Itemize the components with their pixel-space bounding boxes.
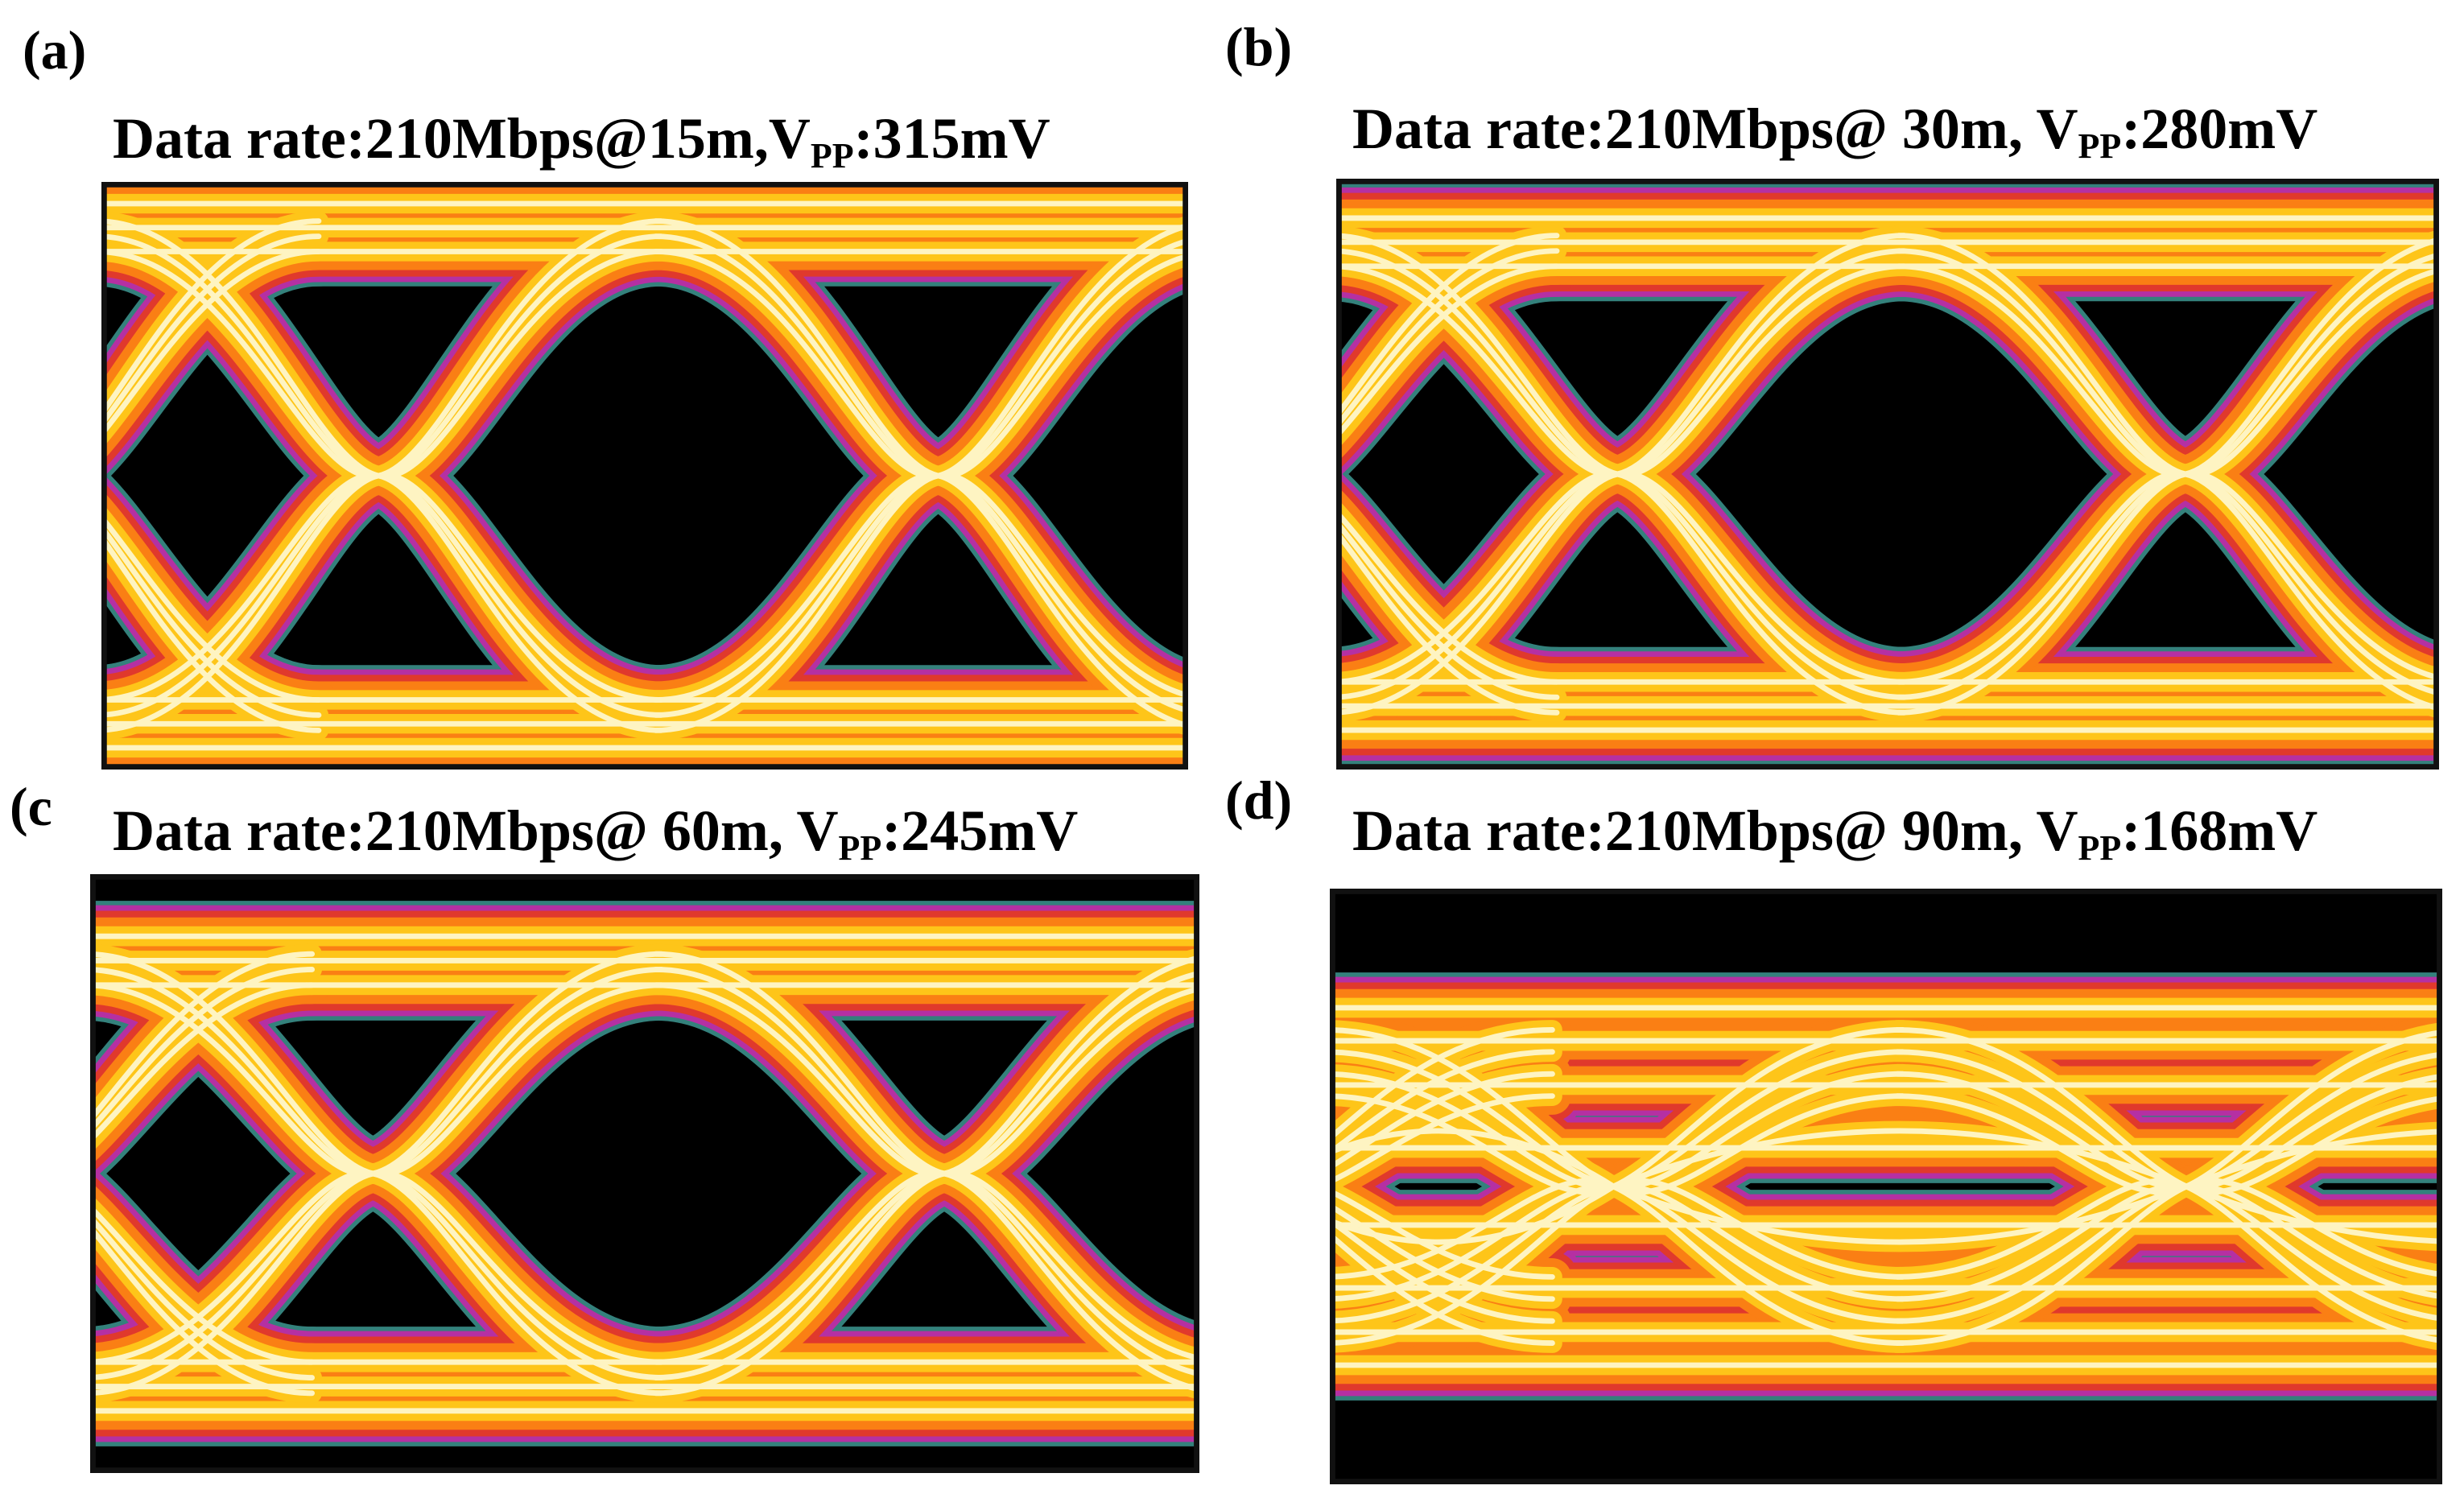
panel-b-title-sub: PP — [2078, 126, 2122, 166]
trace-path — [90, 982, 665, 1365]
panel-b-title-suffix: :280mV — [2121, 97, 2318, 161]
panel-c-eye-diagram — [90, 874, 1199, 1473]
trace-path — [90, 951, 316, 1124]
panel-b-label: (b) — [1225, 16, 1293, 77]
trace-path — [90, 1203, 316, 1365]
trace-path — [1330, 1049, 1555, 1157]
trace-layer — [1336, 215, 2439, 733]
trace-path — [101, 233, 322, 429]
trace-path — [1330, 1216, 1555, 1324]
panel-c-title-sub: PP — [838, 828, 882, 868]
panel-c-title: Data rate:210Mbps@ 60m, VPP:245mV — [113, 802, 1078, 866]
panel-d-title-prefix: Data rate:210Mbps@ 90m, V — [1352, 798, 2078, 863]
trace-path — [101, 513, 322, 703]
trace-path — [2183, 1129, 2442, 1190]
eye-plot-svg — [1330, 889, 2442, 1484]
trace-path — [101, 522, 322, 718]
panel-d-title: Data rate:210Mbps@ 90m, VPP:168mV — [1352, 802, 2317, 866]
trace-path — [90, 967, 316, 1134]
trace-path — [1336, 263, 1560, 441]
panel-a-title-prefix: Data rate:210Mbps@15m,V — [113, 106, 811, 171]
trace-path — [1610, 1183, 2190, 1245]
eye-plot-svg — [1336, 179, 2439, 770]
trace-path — [653, 249, 1188, 699]
trace-path — [1330, 1026, 1555, 1142]
trace-path — [2183, 1183, 2442, 1244]
panel-d-label: (d) — [1225, 770, 1293, 831]
trace-path — [90, 1213, 316, 1380]
trace-path — [1330, 1128, 1616, 1190]
panel-b-eye-diagram — [1336, 179, 2439, 770]
trace-path — [1336, 233, 1560, 421]
trace-path — [90, 1223, 316, 1397]
trace-path — [1330, 1231, 1555, 1347]
trace-path — [101, 218, 322, 419]
trace-path — [1336, 518, 1560, 700]
panel-a-title: Data rate:210Mbps@15m,VPP:315mV — [113, 109, 1050, 174]
panel-c-title-suffix: :245mV — [881, 798, 1079, 863]
panel-d-eye-diagram — [1330, 889, 2442, 1484]
eye-plot-svg — [90, 874, 1199, 1473]
trace-path — [1610, 1128, 2190, 1190]
panel-d-title-sub: PP — [2078, 828, 2122, 868]
panel-a-eye-diagram — [101, 182, 1188, 770]
trace-path — [1330, 1071, 1555, 1170]
trace-path — [101, 532, 322, 733]
trace-path — [90, 982, 316, 1145]
trace-path — [1330, 1188, 1555, 1280]
trace-path — [1336, 263, 1907, 685]
trace-path — [1336, 507, 1560, 685]
trace-layer — [101, 200, 1188, 751]
trace-path — [101, 249, 322, 439]
panel-b-title: Data rate:210Mbps@ 30m, VPP:280mV — [1352, 97, 2318, 164]
panel-c-title-prefix: Data rate:210Mbps@ 60m, V — [113, 798, 839, 863]
trace-path — [653, 982, 1199, 1362]
trace-layer — [1330, 1005, 2442, 1368]
trace-path — [101, 249, 664, 703]
panel-d-title-suffix: :168mV — [2121, 798, 2318, 863]
panel-b-title-prefix: Data rate:210Mbps@ 30m, V — [1352, 97, 2078, 161]
panel-a-title-sub: PP — [810, 136, 854, 175]
trace-layer — [90, 933, 1199, 1414]
panel-a-label: (a) — [23, 19, 87, 80]
trace-path — [1896, 263, 2439, 681]
trace-path — [1330, 1203, 1555, 1302]
panel-a-title-suffix: :315mV — [853, 106, 1050, 171]
trace-path — [1330, 1093, 1555, 1185]
panel-c-label: (c — [10, 776, 52, 837]
trace-path — [1336, 248, 1560, 431]
eye-plot-svg — [101, 182, 1188, 770]
trace-path — [1336, 527, 1560, 716]
trace-path — [1330, 1183, 1616, 1245]
